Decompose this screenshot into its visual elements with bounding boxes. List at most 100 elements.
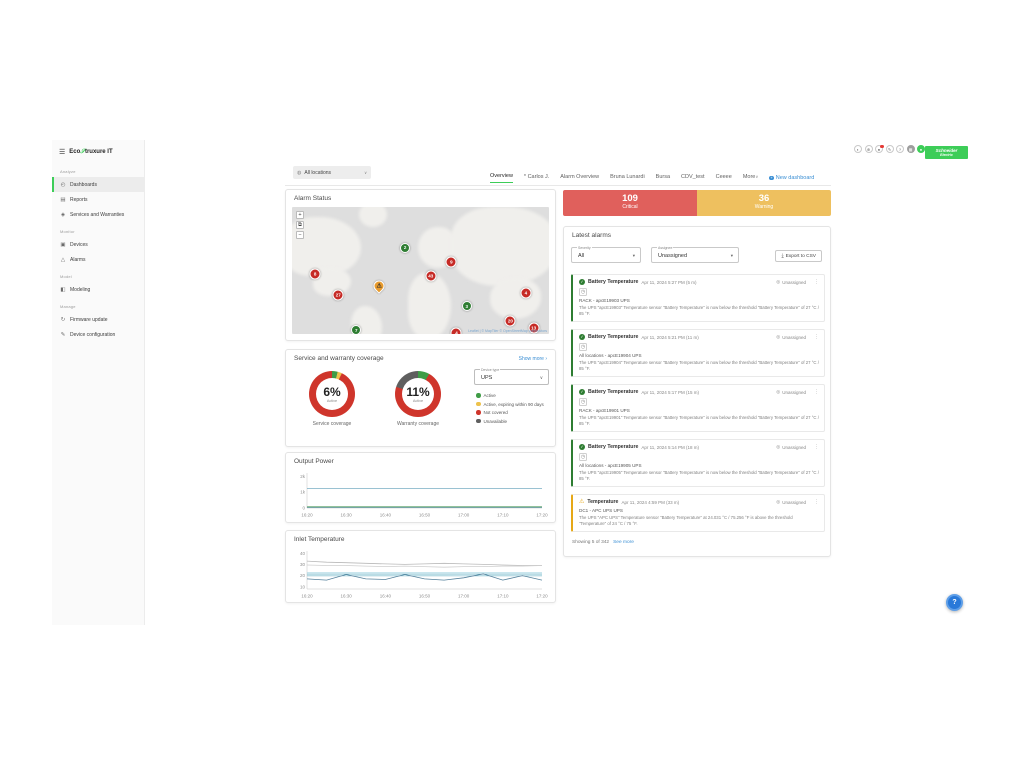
alarm-count-marker[interactable]: 2 (400, 242, 411, 253)
tab-bursa[interactable]: Bursa (656, 174, 670, 183)
kebab-menu-icon[interactable]: ⋮ (814, 389, 819, 395)
sidebar-item-services-and-warranties[interactable]: ◈ Services and Warranties (52, 207, 144, 222)
service-coverage-label: Service coverage (312, 421, 352, 427)
alarm-item-header: ✓ Battery Temperature Apr 11, 2024 5:21 PM… (579, 334, 819, 340)
kebab-menu-icon[interactable]: ⋮ (814, 279, 819, 285)
tab-label: Ceeee (715, 173, 732, 180)
tab-alarm-overview[interactable]: Alarm Overview (560, 174, 599, 183)
svg-text:30: 30 (300, 562, 306, 567)
legend-item: Active (476, 393, 544, 398)
alarm-count-marker[interactable]: 8 (309, 268, 321, 280)
legend-label: Not covered (483, 410, 508, 415)
sidebar-item-label: Alarms (70, 256, 86, 263)
alarm-list-item[interactable]: ✓ Battery Temperature Apr 11, 2024 5:21 PM… (571, 329, 825, 378)
kebab-menu-icon[interactable]: ⋮ (814, 334, 819, 340)
alarm-count-marker[interactable]: 27 (332, 289, 344, 301)
check-circle-icon: ✓ (579, 334, 585, 340)
clock-icon: ◷ (579, 452, 587, 461)
severity-filter-value: All (578, 253, 585, 259)
notifications-icon[interactable]: ● (875, 144, 884, 153)
apps-icon[interactable]: ▦ (906, 145, 915, 153)
location-filter[interactable]: ◍ All locations ∨ (293, 166, 371, 179)
check-circle-icon: ✓ (579, 444, 585, 450)
language-icon[interactable]: ⊕ (864, 145, 873, 153)
alarm-assignee-label: Unassigned (782, 444, 806, 450)
svg-text:16:30: 16:30 (341, 513, 353, 518)
help-fab-button[interactable]: ? (946, 594, 963, 611)
sidebar-item-modeling[interactable]: ◧ Modeling (52, 282, 144, 297)
tab-label: Alarm Overview (560, 173, 600, 180)
alarm-count-marker[interactable]: 43 (425, 270, 437, 282)
warning-map-pin[interactable]: ⚠ (371, 277, 388, 294)
alarm-count-marker[interactable]: 13 (528, 322, 540, 334)
critical-alarms-card[interactable]: 109 Critical (563, 190, 697, 216)
alarm-count-marker[interactable]: 7 (351, 325, 362, 334)
kebab-menu-icon[interactable]: ⋮ (814, 444, 819, 450)
sidebar-item-label: Dashboards (70, 181, 97, 188)
sidebar-item-reports[interactable]: ▤ Reports (52, 192, 144, 207)
zoom-out-button[interactable]: − (296, 231, 304, 239)
alarm-list-item[interactable]: ⚠ Temperature Apr 11, 2024 4:59 PM (33 m) ◎… (571, 494, 825, 532)
showing-count: Showing 5 of 342 (572, 540, 610, 545)
tab-bruna-lunardi[interactable]: Bruna Lunardi (610, 174, 645, 183)
zoom-in-button[interactable]: + (296, 211, 304, 219)
svg-text:10: 10 (300, 584, 306, 589)
output-power-chart[interactable]: 0 1k 2k 16:20 16:30 16:40 16:50 17:00 17:10 17:20 (292, 469, 549, 519)
show-more-link[interactable]: Show more › (518, 356, 547, 362)
inlet-temperature-chart[interactable]: 10 20 30 40 16:20 16:30 16:40 16:50 17:00 17:10 17… (292, 547, 549, 600)
marker-count: 4 (455, 330, 458, 334)
legend-label: Active, expiring within 90 days (483, 401, 544, 407)
world-map[interactable]: + ⧉ − 2 8 27 ⚠ 43 9 3 4 20 13 7 4 Leaflet | © MapTi… (292, 207, 549, 334)
sidebar-header: ☰ Eco𝒮truxure IT (52, 140, 144, 162)
location-icon: ◍ (297, 169, 302, 176)
menu-icon[interactable]: ☰ (59, 149, 66, 156)
theme-icon[interactable]: ◐ (854, 145, 862, 153)
alarm-list-item[interactable]: ✓ Battery Temperature Apr 11, 2024 5:17 PM… (571, 384, 825, 433)
coverage-title: Service and warranty coverage (294, 355, 384, 362)
inlet-temperature-card: Inlet Temperature 10 20 30 40 16:20 16:30 16:4… (285, 530, 556, 603)
help-icon[interactable]: ? (896, 145, 904, 153)
kebab-menu-icon[interactable]: ⋮ (814, 499, 819, 505)
legend-label: Active (483, 393, 496, 398)
svg-text:17:10: 17:10 (497, 594, 509, 599)
new-dashboard-button[interactable]: + New dashboard (769, 175, 814, 181)
alarm-count-marker[interactable]: 4 (520, 287, 532, 299)
notification-badge (880, 144, 884, 148)
edit-icon[interactable]: ✎ (885, 145, 894, 153)
output-power-title: Output Power (294, 458, 334, 465)
schneider-electric-logo[interactable]: Schneider Electric (925, 146, 968, 159)
sidebar-item-dashboards[interactable]: ◴ Dashboards (52, 177, 144, 192)
assignee-filter-select[interactable]: Assignee Unassigned ▾ (651, 245, 739, 263)
sidebar-item-device-configuration[interactable]: ✎ Device configuration (52, 327, 144, 342)
layers-button[interactable]: ⧉ (296, 221, 304, 229)
alarm-count-marker[interactable]: 4 (450, 327, 462, 334)
svg-text:16:50: 16:50 (419, 513, 431, 518)
alarm-count-marker[interactable]: 9 (445, 256, 457, 268)
see-more-link[interactable]: See more (613, 540, 634, 545)
tab-more[interactable]: More∨ (743, 174, 758, 183)
device-type-select[interactable]: Device type UPS ∨ (474, 367, 549, 385)
map-landmass (451, 207, 549, 286)
severity-filter-select[interactable]: Severity All ▾ (571, 245, 641, 263)
sidebar-item-firmware-update[interactable]: ↻ Firmware update (52, 312, 144, 327)
tab-overview[interactable]: Overview (490, 173, 513, 183)
warning-icon: ⚠ (579, 499, 585, 505)
tab-cdv-test[interactable]: CDV_test (681, 174, 705, 183)
tab--carlos-j-[interactable]: * Carlos J. (524, 174, 549, 183)
user-status-icon[interactable]: ● (917, 145, 925, 153)
alarm-list-item[interactable]: ✓ Battery Temperature Apr 11, 2024 5:27 PM… (571, 274, 825, 323)
svg-text:17:10: 17:10 (497, 513, 509, 518)
export-to-csv-button[interactable]: ⤓ Export to CSV (775, 250, 822, 262)
svg-text:1k: 1k (300, 490, 306, 495)
tab-ceeee[interactable]: Ceeee (716, 174, 732, 183)
alarm-list-item[interactable]: ✓ Battery Temperature Apr 11, 2024 5:14 PM… (571, 439, 825, 488)
svg-text:17:00: 17:00 (458, 594, 470, 599)
sidebar-item-devices[interactable]: ▣ Devices (52, 237, 144, 252)
warning-label: Warning (754, 204, 774, 210)
svg-text:17:00: 17:00 (458, 513, 470, 518)
warning-alarms-card[interactable]: 36 Warning (697, 190, 831, 216)
sidebar-item-alarms[interactable]: △ Alarms (52, 252, 144, 267)
alarm-assignee-label: Unassigned (782, 389, 806, 395)
alarm-count-marker[interactable]: 20 (504, 315, 516, 327)
alarm-count-marker[interactable]: 3 (461, 301, 472, 312)
